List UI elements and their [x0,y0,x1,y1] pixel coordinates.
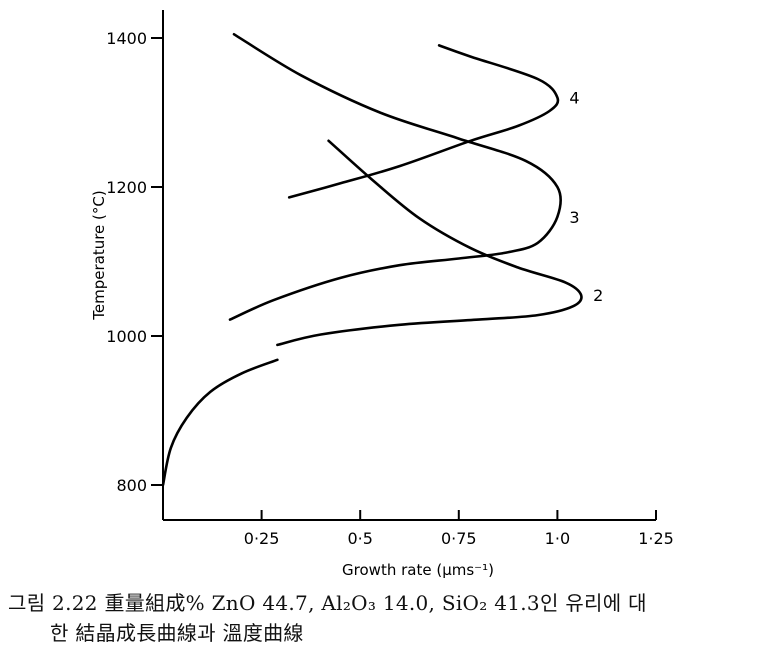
ticks: 800 1000 1200 1400 0·25 0·5 0·75 1·0 1·25 [106,29,674,548]
caption-line-2: 한 結晶成長曲線과 溫度曲線 [50,621,304,645]
y-tick-label: 1000 [106,327,147,346]
curve-2 [276,139,583,347]
growth-rate-chart: 2 3 4 800 1000 1200 1400 0·25 0·5 0·75 1·0 1·25 Gr… [90,10,674,579]
labels: Growth rate (μms⁻¹) Temperature (°C) [90,190,494,579]
curve-3 [228,33,562,321]
x-tick-label: 0·5 [347,529,372,548]
x-axis-title: Growth rate (μms⁻¹) [342,561,494,579]
curve-label-4: 4 [569,89,579,108]
figure-caption: 그림 2.22 重量組成% ZnO 44.7, Al₂O₃ 14.0, SiO₂… [0,588,776,648]
x-tick-label: 0·75 [441,529,477,548]
curves: 2 3 4 [161,33,603,487]
curve-series-1 [161,358,279,487]
x-tick-label: 0·25 [244,529,280,548]
x-tick-label: 1·0 [545,529,570,548]
caption-line-1: 그림 2.22 重量組成% ZnO 44.7, Al₂O₃ 14.0, SiO₂… [8,591,647,615]
y-tick-label: 1400 [106,29,147,48]
y-axis-title: Temperature (°C) [90,190,108,320]
axes [162,10,656,521]
y-tick-label: 1200 [106,178,147,197]
x-tick-label: 1·25 [638,529,674,548]
curve-4 [287,44,560,199]
y-tick-label: 800 [116,476,147,495]
curve-label-3: 3 [569,208,579,227]
curve-label-2: 2 [593,286,603,305]
